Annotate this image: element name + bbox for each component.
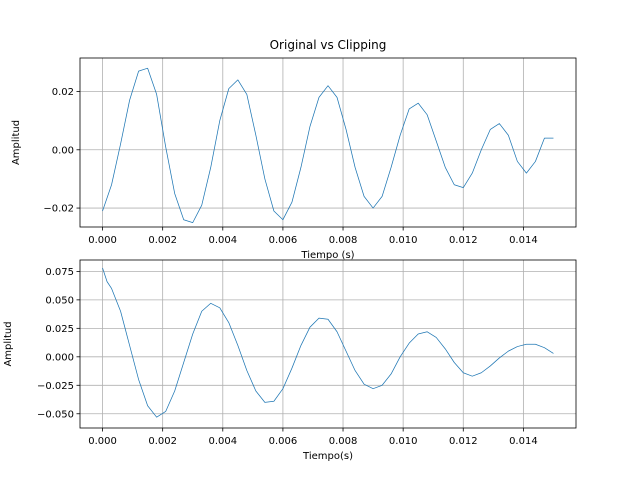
bottom-series-line [102, 267, 554, 418]
bottom-x-tick-label: 0.014 [509, 436, 538, 447]
bottom-y-axis-label: Amplitud [3, 321, 14, 366]
bottom-x-tick-label: 0.012 [449, 436, 478, 447]
top-x-tick-label: 0.006 [269, 235, 298, 246]
top-x-tick-label: 0.002 [148, 235, 177, 246]
top-x-tick-label: 0.008 [329, 235, 358, 246]
chart-bottom: 0.000 0.002 0.004 0.006 0.008 0.010 0.012 0.014… [3, 259, 577, 462]
top-y-tick-label: 0.02 [52, 87, 74, 98]
chart-top: 0.000 0.002 0.004 0.006 0.008 0.010 0.012 0.014… [11, 38, 577, 261]
bottom-x-tick-label: 0.002 [148, 436, 177, 447]
bottom-x-axis-label: Tiempo(s) [302, 451, 353, 462]
bottom-axes-frame [79, 259, 577, 429]
bottom-x-tick-label: 0.004 [208, 436, 237, 447]
top-x-axis-label: Tiempo (s) [300, 250, 354, 261]
top-x-tick-label: 0.000 [88, 235, 117, 246]
bottom-x-tick-label: 0.008 [329, 436, 358, 447]
top-series-line [102, 67, 554, 224]
bottom-x-tick-label: 0.000 [88, 436, 117, 447]
bottom-y-tick-label: 0.050 [45, 295, 74, 306]
top-y-axis-label: Amplitud [11, 120, 22, 165]
bottom-y-tick-label: 0.075 [45, 267, 74, 278]
top-axes-frame [79, 57, 577, 228]
top-x-tick-label: 0.014 [509, 235, 538, 246]
bottom-x-tick-label: 0.010 [389, 436, 418, 447]
top-x-tick-label: 0.010 [389, 235, 418, 246]
bottom-y-tick-label: −0.050 [37, 409, 74, 420]
bottom-y-tick-label: 0.000 [45, 352, 74, 363]
top-y-tick-label: −0.02 [43, 204, 74, 215]
bottom-x-tick-label: 0.006 [269, 436, 298, 447]
top-x-tick-label: 0.012 [449, 235, 478, 246]
bottom-y-tick-label: −0.025 [37, 381, 74, 392]
top-y-tick-label: 0.00 [52, 145, 74, 156]
bottom-y-tick-label: 0.025 [45, 324, 74, 335]
top-chart-title: Original vs Clipping [270, 38, 387, 52]
top-x-tick-label: 0.004 [208, 235, 237, 246]
